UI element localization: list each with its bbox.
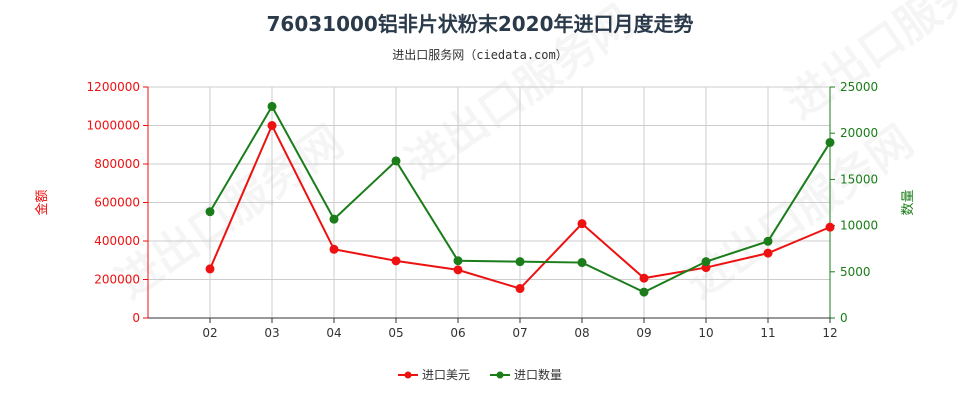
data-point-amount[interactable] bbox=[267, 121, 277, 130]
legend-item-quantity[interactable]: 进口数量 bbox=[490, 367, 562, 382]
data-point-quantity[interactable] bbox=[639, 287, 649, 297]
legend-label: 进口美元 bbox=[422, 368, 470, 382]
data-point-quantity[interactable] bbox=[205, 207, 215, 217]
x-tick-label: 05 bbox=[388, 326, 403, 340]
x-tick-label: 02 bbox=[202, 326, 217, 340]
x-tick-label: 04 bbox=[326, 326, 341, 340]
x-tick-label: 03 bbox=[264, 326, 279, 340]
x-tick-label: 08 bbox=[574, 326, 589, 340]
data-point-quantity[interactable] bbox=[453, 256, 463, 266]
data-point-amount[interactable] bbox=[205, 264, 215, 274]
data-point-amount[interactable] bbox=[577, 219, 587, 229]
y-right-axis-title: 数量 bbox=[901, 189, 916, 215]
y-left-axis-title: 金额 bbox=[34, 189, 50, 215]
x-tick-label: 09 bbox=[636, 326, 651, 340]
y-left-tick-label: 800000 bbox=[94, 157, 140, 171]
legend[interactable]: 进口美元 进口数量 bbox=[398, 367, 562, 382]
y-right-tick-label: 0 bbox=[840, 311, 848, 325]
data-point-amount[interactable] bbox=[639, 273, 649, 283]
x-tick-label: 06 bbox=[450, 326, 465, 340]
legend-swatch-marker bbox=[496, 371, 504, 379]
data-point-quantity[interactable] bbox=[825, 137, 835, 147]
y-right-tick-label: 10000 bbox=[840, 219, 878, 233]
y-left-tick-label: 1000000 bbox=[87, 119, 140, 133]
y-right-tick-label: 20000 bbox=[840, 126, 878, 140]
watermark-text: 进出口服务网 bbox=[777, 0, 960, 129]
y-left-tick-label: 0 bbox=[132, 311, 140, 325]
x-tick-label: 10 bbox=[698, 326, 713, 340]
data-point-quantity[interactable] bbox=[515, 257, 525, 267]
data-point-quantity[interactable] bbox=[763, 236, 773, 246]
data-point-quantity[interactable] bbox=[701, 257, 711, 267]
data-point-amount[interactable] bbox=[515, 284, 525, 294]
y-left-tick-label: 400000 bbox=[94, 234, 140, 248]
y-right-tick-label: 25000 bbox=[840, 80, 878, 94]
data-point-quantity[interactable] bbox=[267, 101, 277, 111]
x-tick-label: 11 bbox=[760, 326, 775, 340]
data-point-quantity[interactable] bbox=[329, 214, 339, 224]
data-point-amount[interactable] bbox=[329, 244, 339, 254]
y-left-tick-label: 200000 bbox=[94, 273, 140, 287]
data-point-amount[interactable] bbox=[391, 256, 401, 266]
data-point-amount[interactable] bbox=[763, 248, 773, 258]
chart-title: 76031000铝非片状粉末2020年进口月度走势 bbox=[266, 12, 694, 36]
axes: 0200000400000600000800000100000012000000… bbox=[34, 80, 916, 340]
series-layer bbox=[205, 101, 835, 297]
y-right-tick-label: 15000 bbox=[840, 172, 878, 186]
data-point-quantity[interactable] bbox=[577, 258, 587, 268]
chart-subtitle: 进出口服务网（ciedata.com） bbox=[392, 48, 568, 62]
legend-label: 进口数量 bbox=[514, 367, 562, 382]
watermark-text: 进出口服务网 bbox=[677, 116, 923, 309]
data-point-amount[interactable] bbox=[453, 265, 463, 275]
legend-swatch-marker bbox=[404, 371, 412, 379]
y-right-tick-label: 5000 bbox=[840, 265, 871, 279]
y-left-tick-label: 600000 bbox=[94, 196, 140, 210]
y-left-tick-label: 1200000 bbox=[87, 80, 140, 94]
x-tick-label: 07 bbox=[512, 326, 527, 340]
legend-item-amount[interactable]: 进口美元 bbox=[398, 368, 470, 382]
data-point-quantity[interactable] bbox=[391, 156, 401, 166]
data-point-amount[interactable] bbox=[825, 222, 835, 232]
x-tick-label: 12 bbox=[822, 326, 837, 340]
